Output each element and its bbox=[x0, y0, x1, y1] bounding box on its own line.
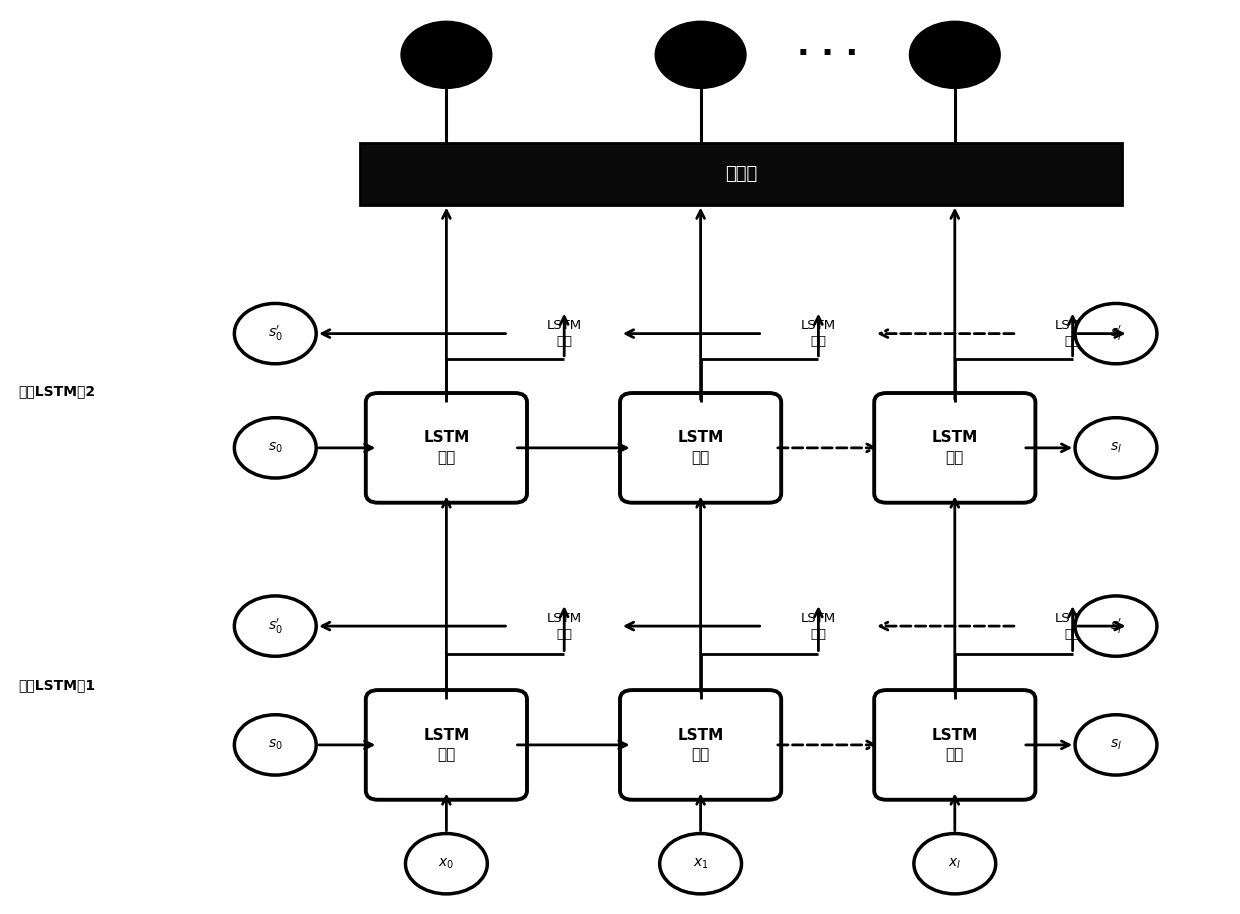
Circle shape bbox=[914, 834, 996, 894]
Text: LSTM
单元: LSTM 单元 bbox=[547, 611, 582, 641]
FancyBboxPatch shape bbox=[366, 690, 527, 800]
Text: 双向LSTM层2: 双向LSTM层2 bbox=[19, 384, 95, 398]
Text: LSTM
单元: LSTM 单元 bbox=[423, 430, 470, 465]
Text: LSTM
单元: LSTM 单元 bbox=[547, 319, 582, 348]
Text: LSTM
单元: LSTM 单元 bbox=[801, 319, 836, 348]
Circle shape bbox=[660, 834, 742, 894]
Circle shape bbox=[234, 418, 316, 478]
Text: $s_0'$: $s_0'$ bbox=[268, 616, 283, 636]
Text: $s_l'$: $s_l'$ bbox=[1110, 324, 1122, 344]
Text: $s_l$: $s_l$ bbox=[1110, 738, 1122, 752]
FancyBboxPatch shape bbox=[620, 393, 781, 503]
Text: LSTM
单元: LSTM 单元 bbox=[423, 728, 470, 762]
Text: $s_0$: $s_0$ bbox=[268, 738, 283, 752]
Circle shape bbox=[1075, 418, 1157, 478]
Text: LSTM
单元: LSTM 单元 bbox=[1055, 319, 1090, 348]
FancyBboxPatch shape bbox=[874, 690, 1035, 800]
Circle shape bbox=[1075, 303, 1157, 364]
Text: LSTM
单元: LSTM 单元 bbox=[677, 728, 724, 762]
Text: $x_0$: $x_0$ bbox=[439, 856, 454, 871]
Circle shape bbox=[1075, 715, 1157, 775]
Circle shape bbox=[910, 22, 999, 88]
Text: 输出层: 输出层 bbox=[724, 165, 758, 183]
Text: LSTM
单元: LSTM 单元 bbox=[1055, 611, 1090, 641]
Circle shape bbox=[234, 715, 316, 775]
Circle shape bbox=[656, 22, 745, 88]
Circle shape bbox=[405, 834, 487, 894]
FancyBboxPatch shape bbox=[620, 690, 781, 800]
Circle shape bbox=[234, 303, 316, 364]
Text: · · ·: · · · bbox=[797, 38, 858, 71]
Circle shape bbox=[1075, 596, 1157, 656]
FancyBboxPatch shape bbox=[874, 393, 1035, 503]
Bar bbox=[360, 143, 1122, 205]
Text: LSTM
单元: LSTM 单元 bbox=[677, 430, 724, 465]
Text: $s_0'$: $s_0'$ bbox=[268, 324, 283, 344]
Circle shape bbox=[402, 22, 491, 88]
Text: $x_1$: $x_1$ bbox=[693, 856, 708, 871]
Text: $s_0$: $s_0$ bbox=[268, 441, 283, 455]
Text: LSTM
单元: LSTM 单元 bbox=[931, 728, 978, 762]
Text: $s_l$: $s_l$ bbox=[1110, 441, 1122, 455]
Text: LSTM
单元: LSTM 单元 bbox=[801, 611, 836, 641]
Text: $s_l'$: $s_l'$ bbox=[1110, 616, 1122, 636]
Text: $x_l$: $x_l$ bbox=[949, 856, 961, 871]
FancyBboxPatch shape bbox=[366, 393, 527, 503]
Circle shape bbox=[234, 596, 316, 656]
Text: LSTM
单元: LSTM 单元 bbox=[931, 430, 978, 465]
Text: 双向LSTM层1: 双向LSTM层1 bbox=[19, 678, 95, 693]
